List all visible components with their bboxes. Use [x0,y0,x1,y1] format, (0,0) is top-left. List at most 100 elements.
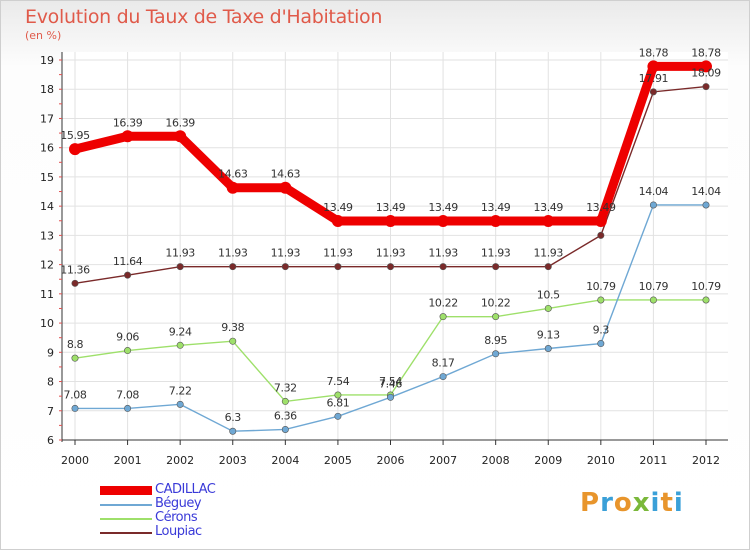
data-point-beguey [597,340,605,348]
data-label-cadillac: 14.63 [271,168,301,181]
data-label-cerons: 10.22 [428,297,458,310]
data-point-beguey [702,201,710,209]
data-point-beguey [124,404,132,412]
x-tick-label: 2001 [114,454,142,467]
data-label-loupiac: 11.93 [218,247,248,260]
data-point-cadillac [174,130,187,143]
x-tick-label: 2007 [429,454,457,467]
data-label-cadillac: 16.39 [165,116,195,129]
data-label-loupiac: 18.09 [691,67,721,80]
x-tick-label: 2012 [692,454,720,467]
data-label-beguey: 7.46 [379,377,402,390]
data-point-cerons [544,304,552,312]
x-tick-label: 2006 [377,454,405,467]
data-label-cadillac: 16.39 [113,116,143,129]
data-point-cadillac [331,215,344,228]
y-tick-label: 19 [40,54,54,67]
legend-label-cadillac: CADILLAC [155,482,216,497]
data-point-loupiac [334,263,342,271]
data-point-loupiac [281,263,289,271]
data-label-loupiac: 11.93 [165,247,195,260]
data-label-beguey: 7.08 [116,388,139,401]
data-point-cerons [649,296,657,304]
data-point-loupiac [649,88,657,96]
data-label-cadillac: 13.49 [428,201,458,214]
data-point-cerons [439,313,447,321]
data-label-cerons: 9.24 [169,325,192,338]
data-point-loupiac [439,263,447,271]
data-label-cadillac: 15.95 [60,129,90,142]
data-point-cadillac [594,215,607,228]
data-point-cadillac [279,181,292,194]
chart-subtitle: (en %) [25,29,62,42]
data-label-loupiac: 11.93 [376,247,406,260]
data-point-loupiac [176,263,184,271]
data-label-cadillac: 13.49 [586,201,616,214]
data-label-loupiac: 11.93 [271,247,301,260]
x-tick-label: 2009 [534,454,562,467]
legend-item-cadillac: CADILLAC [100,482,360,498]
data-label-cadillac: 14.63 [218,168,248,181]
y-tick-label: 8 [47,376,54,389]
x-tick-label: 2002 [166,454,194,467]
data-label-cerons: 7.54 [326,375,349,388]
data-label-cerons: 8.8 [67,338,84,351]
logo-letter: t [660,488,674,518]
data-label-beguey: 14.04 [639,185,669,198]
chart-title: Evolution du Taux de Taxe d'Habitation [25,6,383,28]
logo-letter: i [650,488,661,518]
data-label-cerons: 10.5 [537,288,560,301]
plot-area [62,52,728,440]
y-tick-label: 14 [40,200,54,213]
data-label-beguey: 8.95 [484,334,507,347]
data-label-beguey: 9.13 [537,329,560,342]
data-point-cadillac [437,215,450,228]
data-label-beguey: 7.22 [169,384,192,397]
x-tick-label: 2010 [587,454,615,467]
legend-item-cerons: Cérons [100,510,360,526]
data-point-cadillac [226,181,239,194]
data-label-beguey: 6.3 [225,411,242,424]
logo-letter: o [613,488,633,518]
data-label-loupiac: 11.93 [534,247,564,260]
data-label-beguey: 6.81 [326,396,349,409]
data-point-cadillac [384,215,397,228]
data-point-cadillac [647,60,660,73]
y-tick-label: 13 [40,229,54,242]
x-tick-label: 2004 [271,454,299,467]
data-point-cadillac [700,60,712,73]
x-tick-label: 2000 [61,454,89,467]
data-point-beguey [334,412,342,420]
data-label-loupiac: 11.64 [113,255,143,268]
y-tick-label: 10 [40,317,54,330]
data-point-loupiac [71,279,79,287]
data-label-cadillac: 18.78 [639,46,669,59]
logo-letter: i [673,488,684,518]
data-point-cerons [492,313,500,321]
data-point-beguey [492,350,500,358]
data-label-cadillac: 13.49 [481,201,511,214]
data-label-beguey: 7.08 [64,388,87,401]
legend-swatch-beguey [100,504,152,506]
data-label-cadillac: 13.49 [323,201,353,214]
x-tick-label: 2011 [639,454,667,467]
data-label-beguey: 14.04 [691,185,721,198]
data-point-cerons [124,347,132,355]
data-point-cadillac [121,130,134,143]
data-point-loupiac [229,263,237,271]
legend-swatch-loupiac [100,532,152,534]
data-label-beguey: 6.36 [274,409,297,422]
data-point-beguey [544,345,552,353]
y-tick-label: 9 [47,346,54,359]
data-point-cadillac [542,215,555,228]
data-label-beguey: 9.3 [593,324,610,337]
legend: CADILLAC Béguey Cérons Loupiac [100,482,360,540]
data-label-loupiac: 17.91 [639,72,669,85]
y-tick-label: 18 [40,83,54,96]
data-point-beguey [71,404,79,412]
data-point-cerons [281,397,289,405]
legend-label-beguey: Béguey [155,496,202,511]
data-point-loupiac [492,263,500,271]
data-label-loupiac: 11.93 [428,247,458,260]
